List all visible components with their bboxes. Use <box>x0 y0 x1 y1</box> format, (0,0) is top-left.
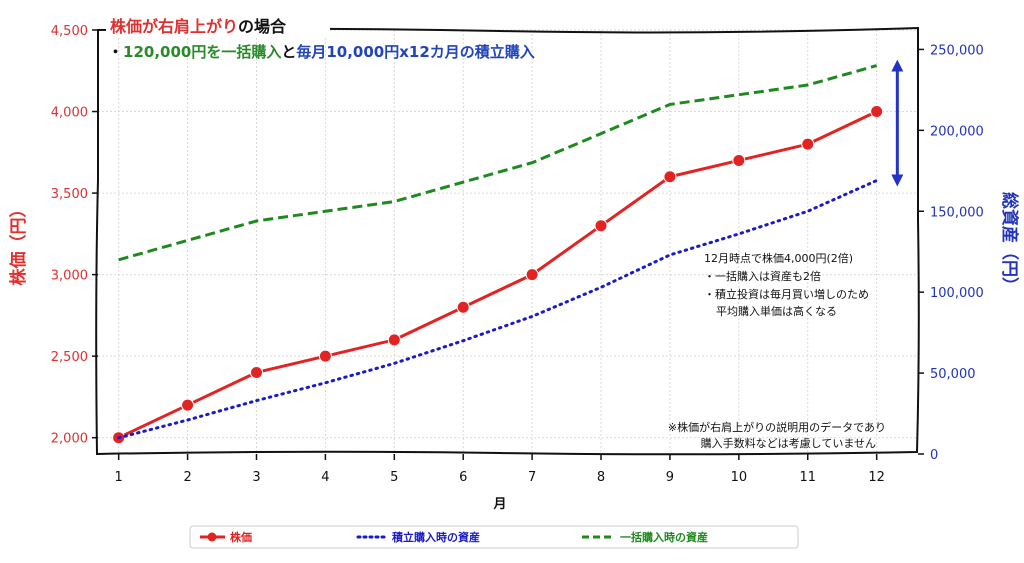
series-point-0 <box>801 137 815 151</box>
y-left-tick-label: 2,500 <box>51 350 88 365</box>
y-left-tick-label: 3,500 <box>51 187 88 202</box>
y-left-tick-label: 3,000 <box>51 269 88 284</box>
x-tick-label: 10 <box>731 470 748 485</box>
plot-frame <box>95 26 920 456</box>
y-right-tick-label: 200,000 <box>930 124 984 139</box>
y-left-tick-label: 4,500 <box>51 24 88 39</box>
title-part1: 株価が右肩上がり <box>110 17 238 36</box>
annotation-line-4: 平均購入単価は高くなる <box>716 304 837 318</box>
subtitle-part3: 毎月10,000円x12カ月の積立購入 <box>296 43 534 61</box>
series-line-2 <box>118 64 878 262</box>
series-point-0 <box>181 398 195 412</box>
x-tick-label: 3 <box>252 470 260 485</box>
legend-box <box>189 525 799 549</box>
legend-label-stock: 株価 <box>230 530 252 544</box>
y-axis-left-label: 株価（円） <box>8 201 29 286</box>
x-tick-label: 9 <box>666 470 674 485</box>
annotation-line-3: ・積立投資は毎月買い増しのため <box>704 287 869 301</box>
subtitle-part2: と <box>281 43 296 61</box>
x-tick-label: 1 <box>115 470 123 485</box>
y-right-tick-label: 0 <box>930 448 938 463</box>
y-right-tick-label: 250,000 <box>930 43 984 58</box>
x-tick-label: 2 <box>183 470 191 485</box>
x-tick-label: 8 <box>597 470 605 485</box>
series-layer <box>112 59 904 445</box>
annotation-main: 12月時点で株価4,000円(2倍) ・一括購入は資産も2倍 ・積立投資は毎月買… <box>704 251 869 318</box>
series-point-0 <box>456 300 470 314</box>
x-tick-label: 5 <box>390 470 398 485</box>
annotation-line-2: ・一括購入は資産も2倍 <box>704 269 821 283</box>
legend-label-lump: 一括購入時の資産 <box>620 530 708 544</box>
x-tick-label: 4 <box>321 470 329 485</box>
legend: 株価 積立購入時の資産 一括購入時の資産 <box>189 525 799 549</box>
x-tick-label: 6 <box>459 470 467 485</box>
footnote-line-2: 購入手数料などは考慮していません <box>701 436 876 450</box>
y-axis-right-label: 総資産（円） <box>999 192 1020 294</box>
legend-marker-stock <box>207 532 217 542</box>
subtitle-part1: 120,000円を一括購入 <box>123 43 281 61</box>
y-right-tick-label: 150,000 <box>930 205 984 220</box>
x-axis-label: 月 <box>492 497 506 512</box>
footnote-line-1: ※株価が右肩上がりの説明用のデータであり <box>668 420 886 434</box>
title-background <box>106 12 330 38</box>
x-tick-label: 11 <box>799 470 816 485</box>
series-line-0 <box>118 110 878 440</box>
chart-title: 株価が右肩上がりの場合 <box>110 17 287 36</box>
series-point-0 <box>594 219 608 233</box>
y-right-tick-label: 50,000 <box>930 367 976 382</box>
axis-layer: 1 2 3 4 5 6 7 8 9 10 11 122,0002,5003,0003,5004,000… <box>51 24 984 485</box>
y-right-tick-label: 100,000 <box>930 286 984 301</box>
subtitle-bullet: ・ <box>108 43 123 61</box>
legend-label-dca: 積立購入時の資産 <box>391 530 480 544</box>
grid-layer <box>98 29 918 454</box>
y-left-tick-label: 2,000 <box>51 432 88 447</box>
series-point-0 <box>732 153 746 167</box>
series-point-0 <box>663 170 677 184</box>
annotation-footnote: ※株価が右肩上がりの説明用のデータであり 購入手数料などは考慮していません <box>668 420 886 450</box>
x-tick-label: 12 <box>868 470 885 485</box>
series-point-0 <box>525 268 539 282</box>
series-point-0 <box>870 105 884 119</box>
x-tick-label: 7 <box>528 470 536 485</box>
y-left-tick-label: 4,000 <box>51 106 88 121</box>
series-point-0 <box>318 349 332 363</box>
series-point-0 <box>249 365 263 379</box>
series-line-1 <box>117 179 879 440</box>
chart-subtitle: ・120,000円を一括購入と毎月10,000円x12カ月の積立購入 <box>108 43 535 61</box>
title-part2: の場合 <box>238 17 287 36</box>
series-point-0 <box>387 333 401 347</box>
annotation-line-1: 12月時点で株価4,000円(2倍) <box>704 251 853 265</box>
